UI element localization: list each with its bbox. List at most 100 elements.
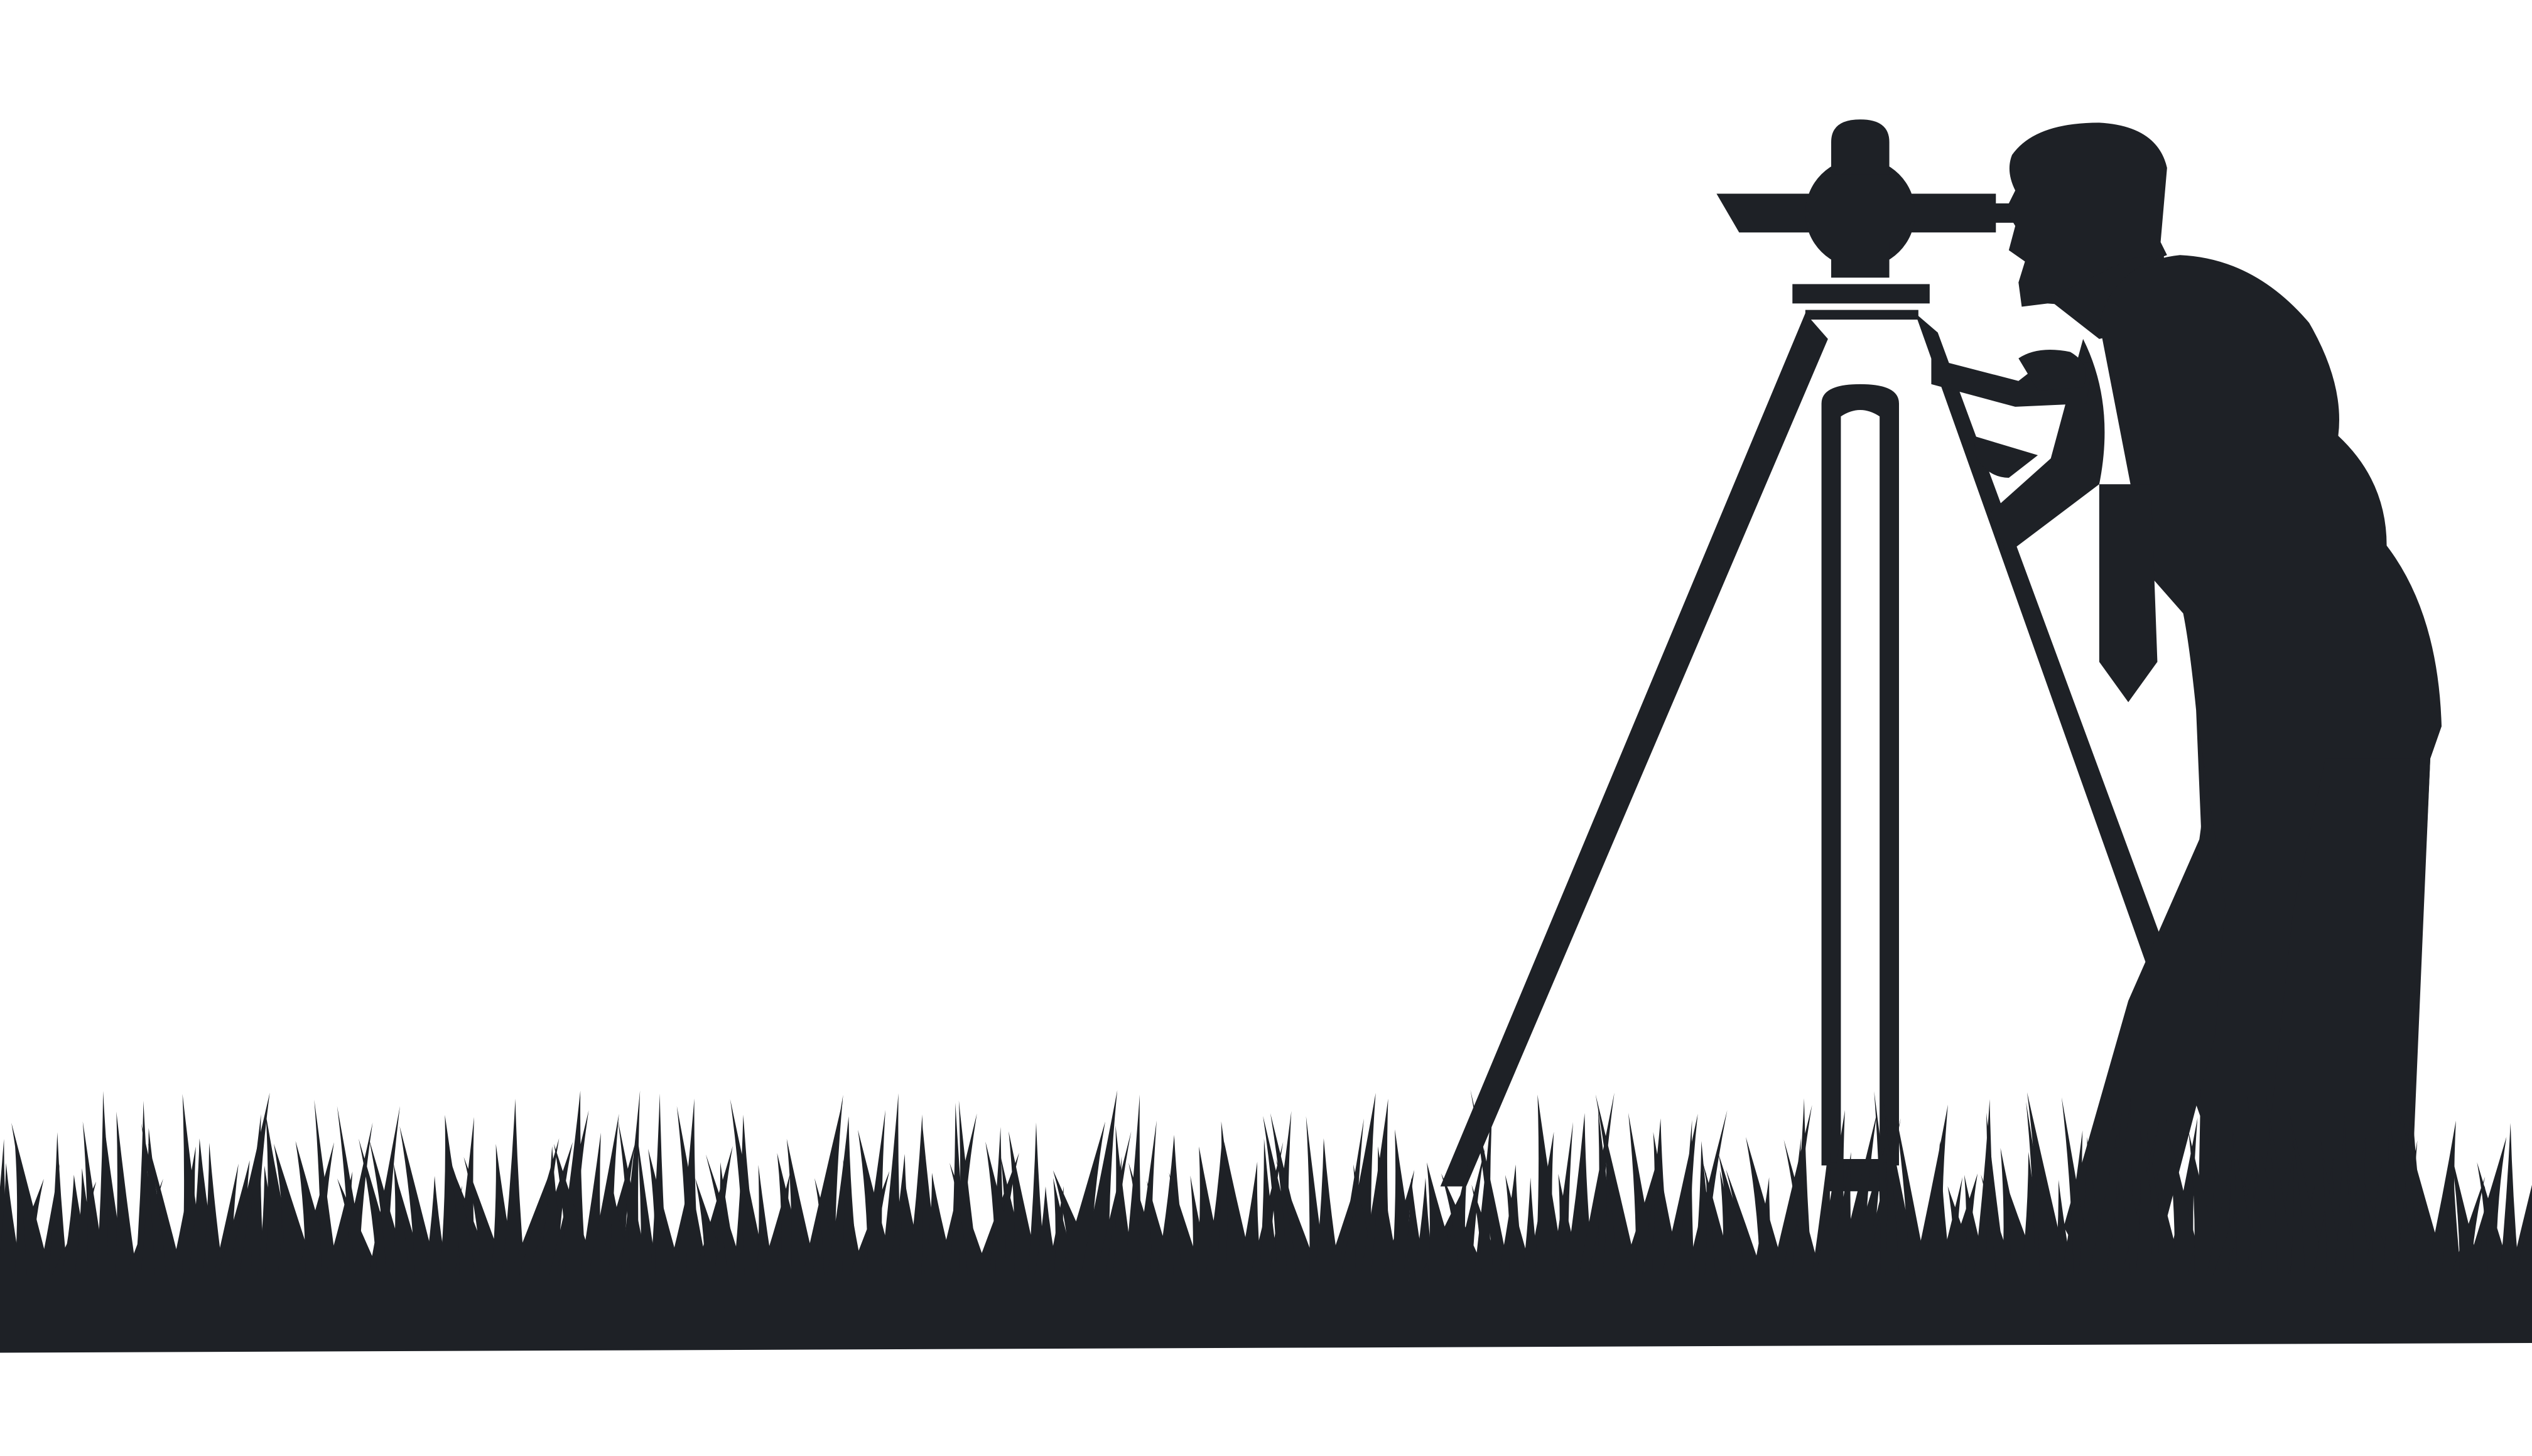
grass-blade xyxy=(1874,1091,1898,1276)
silhouette-group xyxy=(0,119,2532,1353)
theodolite-telescope-right xyxy=(1908,193,1996,233)
grass-blade xyxy=(1470,1089,1510,1276)
surveyor-forearm-lower xyxy=(1973,436,2038,478)
grass-blade xyxy=(1924,1140,1952,1276)
grass-blade xyxy=(2451,1152,2482,1276)
grass-blade xyxy=(1414,1177,1434,1276)
grass-blade xyxy=(1718,1153,1758,1276)
grass-blade xyxy=(648,1148,682,1276)
grass-blade xyxy=(1726,1169,1763,1276)
grass-blade xyxy=(1306,1116,1326,1276)
grass-blade xyxy=(274,1143,316,1276)
grass-blade xyxy=(803,1100,843,1276)
grass-blade xyxy=(1000,1157,1030,1276)
grass-blade xyxy=(1895,1109,1928,1276)
grass-blade xyxy=(1474,1102,1493,1276)
grass-blade xyxy=(1985,1112,2006,1276)
grass-blade xyxy=(1427,1162,1459,1276)
theodolite-mount-plate xyxy=(1805,310,1918,320)
grass-blade xyxy=(858,1130,895,1276)
grass-blade xyxy=(1565,1113,1594,1276)
grass-blade xyxy=(1628,1113,1658,1276)
grass-blade xyxy=(203,1143,224,1276)
grass-blade xyxy=(295,1141,335,1276)
grass-blade xyxy=(250,1184,273,1276)
grass-blade xyxy=(2499,1123,2519,1276)
grass-blade xyxy=(1190,1175,1211,1276)
grass-blade xyxy=(1846,1148,1885,1276)
grass-blade xyxy=(314,1099,338,1276)
surveyor-hand xyxy=(2018,350,2086,391)
grass-blade xyxy=(2166,1119,2205,1276)
grass-blade xyxy=(1719,1170,1746,1276)
grass-blade xyxy=(1224,1141,1255,1276)
grass-blade xyxy=(447,1151,490,1276)
grass xyxy=(0,1089,2532,1276)
grass-blade xyxy=(1238,1162,1262,1276)
grass-blade xyxy=(1196,1146,1226,1276)
grass-blade xyxy=(695,1178,729,1276)
grass-blade xyxy=(182,1094,206,1276)
grass-blade xyxy=(777,1153,809,1276)
grass-blade xyxy=(11,1123,51,1276)
grass-blade xyxy=(14,1146,44,1276)
grass-blade xyxy=(985,1141,1020,1276)
grass-blade xyxy=(1053,1178,1078,1276)
grass-blade xyxy=(1314,1138,1340,1276)
grass-blade xyxy=(1783,1140,1821,1276)
theodolite-top-knob xyxy=(1831,119,1890,175)
grass-blade xyxy=(730,1099,767,1276)
grass-blade xyxy=(1595,1094,1638,1276)
grass-blade xyxy=(502,1098,525,1276)
grass-blade xyxy=(2007,1186,2041,1276)
theodolite-telescope-left xyxy=(1716,193,1812,233)
grass-blade xyxy=(1341,1092,1376,1276)
theodolite xyxy=(1716,119,2019,320)
grass-blade xyxy=(1009,1131,1040,1276)
grass-blade xyxy=(1557,1173,1582,1276)
grass-blade xyxy=(1505,1175,1534,1276)
grass-blade xyxy=(2026,1092,2069,1276)
grass-blade xyxy=(1471,1184,1503,1276)
grass-blade xyxy=(1746,1136,1787,1276)
surveyor xyxy=(1931,122,2442,1324)
grass-blade xyxy=(2265,1092,2296,1276)
grass-blade xyxy=(1964,1175,1988,1276)
grass-blade xyxy=(337,1178,381,1276)
grass-blade xyxy=(1172,1177,1191,1276)
grass-blade xyxy=(2232,1126,2260,1276)
grass-blade xyxy=(1147,1180,1175,1276)
surveyor-tie xyxy=(2099,484,2158,703)
grass-blade xyxy=(48,1132,68,1276)
grass-blade xyxy=(1947,1186,1980,1276)
grass-blade xyxy=(2477,1162,2512,1276)
grass-blade xyxy=(2188,1131,2224,1276)
grass-blade xyxy=(1353,1164,1378,1276)
grass-blade xyxy=(148,1143,183,1276)
grass-blade xyxy=(637,1135,657,1276)
grass-blade xyxy=(2320,1139,2344,1276)
grass-blade xyxy=(2516,1205,2532,1276)
grass-blade xyxy=(1275,1158,1320,1276)
grass-blade xyxy=(2364,1184,2394,1276)
grass-blade xyxy=(115,1111,137,1276)
tripod-left-leg xyxy=(1440,313,1828,1187)
theodolite-base-plate xyxy=(1792,284,1930,304)
grass-blade xyxy=(1652,1132,1681,1276)
grass-blade xyxy=(1885,1110,1913,1276)
theodolite-stem xyxy=(1831,242,1890,278)
grass-blade xyxy=(950,1163,990,1276)
grass-blade xyxy=(2156,1173,2184,1276)
grass-blade xyxy=(1535,1094,1566,1276)
grass-blade xyxy=(921,1127,939,1276)
grass-blade xyxy=(757,1165,774,1276)
grass-blade xyxy=(82,1121,107,1276)
grass-blade xyxy=(2383,1093,2403,1276)
grass-blade xyxy=(399,1126,438,1276)
surveyor-back-leg xyxy=(2064,710,2226,1292)
grass-blade xyxy=(1677,1119,1694,1276)
grass-blade xyxy=(841,1160,863,1276)
grass-blade xyxy=(705,1154,745,1276)
grass-blade xyxy=(265,1114,297,1276)
